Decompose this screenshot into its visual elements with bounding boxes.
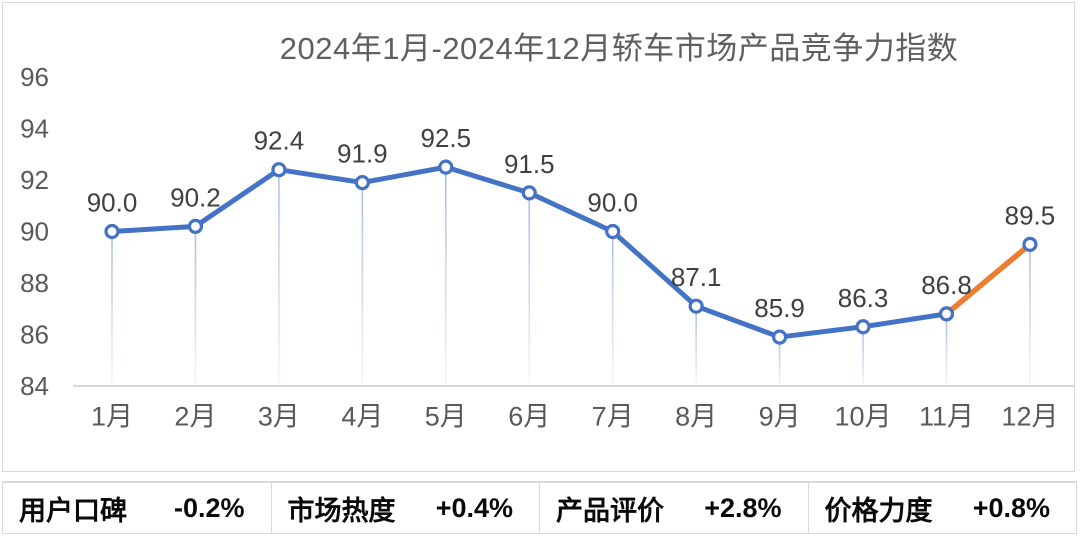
y-axis-tick-label: 86 <box>20 320 49 350</box>
data-point-marker <box>354 174 370 191</box>
x-axis-category-label: 9月 <box>759 401 801 431</box>
data-point-label: 92.5 <box>420 123 471 153</box>
y-axis-tick-label: 94 <box>20 114 49 144</box>
stat-label: 产品评价 <box>556 495 664 526</box>
x-axis-category-label: 2月 <box>174 401 216 431</box>
x-axis-category-label: 10月 <box>835 401 892 431</box>
data-point-label: 90.0 <box>87 188 138 218</box>
data-point-marker <box>855 319 871 335</box>
x-axis-category-label: 3月 <box>258 401 300 431</box>
data-point-label: 87.1 <box>671 262 722 292</box>
stats-bar: 用户口碑 -0.2% 市场热度 +0.4% 产品评价 +2.8% 价格力度 +0… <box>2 481 1077 534</box>
data-point-label: 86.3 <box>838 283 889 313</box>
data-point-marker <box>605 223 621 240</box>
x-axis-category-label: 4月 <box>341 401 383 431</box>
data-point-label: 91.9 <box>337 139 388 169</box>
stat-value: +2.8% <box>704 492 782 523</box>
stat-value: -0.2% <box>173 492 245 523</box>
stat-cell-user-reputation: 用户口碑 -0.2% <box>3 483 272 533</box>
x-axis-category-label: 12月 <box>1001 401 1058 431</box>
data-point-label: 91.5 <box>504 149 555 179</box>
data-point-marker <box>688 298 704 314</box>
stat-label: 价格力度 <box>824 495 933 526</box>
series-line-highlight <box>943 241 1033 317</box>
data-point-marker <box>521 185 537 201</box>
y-axis-tick-label: 96 <box>20 62 49 92</box>
data-point-label: 90.2 <box>170 182 221 212</box>
stat-cell-price-strength: 价格力度 +0.8% <box>809 483 1077 533</box>
line-chart: 96 94 92 90 88 86 84 1月 2月 3月 4月 5月 6月 7月 8月 9月 10月 11月 12… <box>20 62 1074 431</box>
chart-panel: 2024年1月-2024年12月轿车市场产品竞争力指数 96 94 92 90 88 86… <box>2 2 1075 472</box>
data-point-marker <box>938 306 955 322</box>
data-point-marker <box>438 159 454 175</box>
data-point-marker <box>271 162 287 178</box>
data-point-marker <box>187 218 204 234</box>
data-point-label: 85.9 <box>754 293 805 323</box>
x-axis-category-label: 7月 <box>592 401 634 431</box>
data-point-label: 89.5 <box>1005 200 1056 230</box>
data-point-marker <box>771 329 788 345</box>
x-axis-category-label: 8月 <box>675 401 717 431</box>
chart-title: 2024年1月-2024年12月轿车市场产品竞争力指数 <box>279 31 959 66</box>
stat-value: +0.8% <box>972 492 1050 523</box>
x-axis-category-label: 1月 <box>91 401 133 431</box>
stat-label: 市场热度 <box>287 495 396 526</box>
y-axis-tick-label: 92 <box>20 165 49 195</box>
y-axis-tick-label: 88 <box>20 268 49 298</box>
stat-cell-product-rating: 产品评价 +2.8% <box>540 483 809 533</box>
data-point-marker <box>104 223 120 240</box>
x-axis-category-label: 5月 <box>425 401 467 431</box>
stat-cell-market-heat: 市场热度 +0.4% <box>272 483 540 533</box>
x-axis-category-label: 6月 <box>508 401 550 431</box>
y-axis-tick-label: 84 <box>20 371 49 401</box>
y-axis-tick-label: 90 <box>20 217 49 247</box>
x-axis-category-label: 11月 <box>919 401 974 431</box>
data-point-label: 86.8 <box>921 270 972 300</box>
stat-value: +0.4% <box>435 492 513 523</box>
data-point-marker <box>1022 236 1038 252</box>
data-point-label: 92.4 <box>254 126 305 156</box>
data-point-label: 90.0 <box>587 188 638 218</box>
stat-label: 用户口碑 <box>19 495 127 526</box>
